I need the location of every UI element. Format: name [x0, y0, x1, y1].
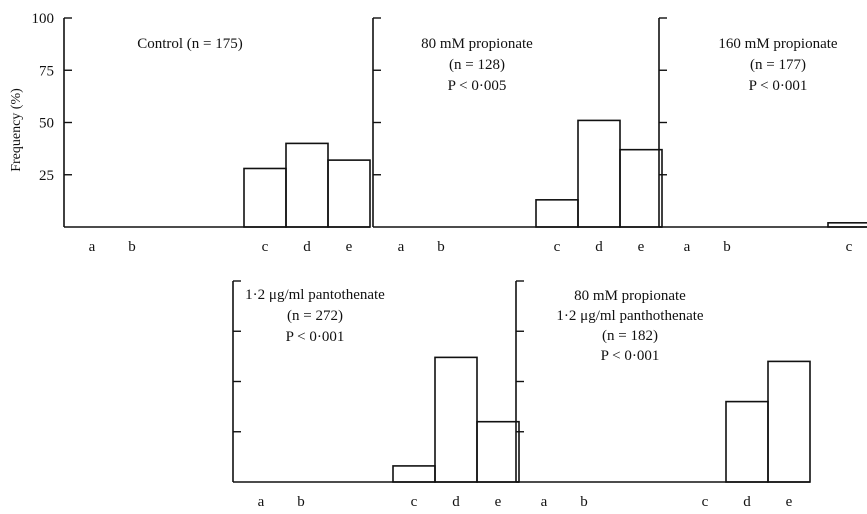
x-tick-label-b: b: [723, 239, 731, 255]
bar-d: [285, 142, 329, 228]
panel-title-line: P < 0·001: [601, 348, 660, 364]
x-tick-label-d: d: [743, 494, 751, 510]
bar-d: [725, 400, 769, 483]
x-tick-label-b: b: [580, 494, 588, 510]
x-tick-label-a: a: [684, 239, 691, 255]
panel-title-line: 1·2 μg/ml pantothenate: [245, 287, 385, 303]
x-tick-label-d: d: [452, 494, 460, 510]
panel-title-line: (n = 177): [750, 57, 806, 73]
bar-e: [767, 360, 811, 483]
x-tick-label-a: a: [398, 239, 405, 255]
panel-title-line: P < 0·005: [448, 78, 507, 94]
panel-title-line: (n = 128): [449, 57, 505, 73]
bar-d: [577, 119, 621, 228]
panel-4: a b c d e 1·2 μg/ml pantothenate (n = 272) P < …: [232, 280, 520, 510]
x-tick-label-e: e: [346, 239, 353, 255]
x-tick-label-d: d: [303, 239, 311, 255]
panels: 100 75 50 25 a b c d e Control (n = 175) a b c d e 80 m…: [32, 11, 867, 510]
x-tick-label-c: c: [554, 239, 561, 255]
x-tick-label-d: d: [595, 239, 603, 255]
bar-c: [392, 465, 436, 483]
y-axis-label: Frequency (%): [9, 88, 24, 172]
bar-e: [619, 148, 663, 228]
panel-title-line: 1·2 μg/ml panthothenate: [556, 308, 704, 324]
panel-3: abcde160 mM propionate(n = 177)P < 0·001: [658, 17, 867, 255]
panel-title-line: Control (n = 175): [137, 36, 243, 52]
x-tick-label-b: b: [437, 239, 445, 255]
y-tick-label: 75: [39, 63, 54, 79]
bar-e: [476, 420, 520, 483]
panel-title-line: (n = 272): [287, 308, 343, 324]
bar-c: [535, 199, 579, 228]
y-tick-label: 25: [39, 168, 54, 184]
x-tick-label-a: a: [541, 494, 548, 510]
x-tick-label-c: c: [411, 494, 418, 510]
panel-title-line: (n = 182): [602, 328, 658, 344]
x-tick-label-c: c: [846, 239, 853, 255]
x-tick-label-b: b: [297, 494, 305, 510]
panel-5: a b c d e 80 mM propionate 1·2 μg/ml panthothe…: [515, 280, 811, 510]
panel-title-line: P < 0·001: [286, 329, 345, 345]
panel-title-line: P < 0·001: [749, 78, 808, 94]
bar-e: [327, 159, 371, 228]
panel-title-line: 80 mM propionate: [421, 36, 533, 52]
y-tick-label: 50: [39, 116, 54, 132]
x-tick-label-e: e: [638, 239, 645, 255]
x-tick-label-a: a: [89, 239, 96, 255]
bar-c: [243, 167, 287, 228]
x-tick-label-a: a: [258, 494, 265, 510]
x-tick-label-b: b: [128, 239, 136, 255]
x-tick-label-e: e: [495, 494, 502, 510]
bar-c: [827, 222, 867, 228]
bar-d: [434, 356, 478, 483]
x-tick-label-c: c: [702, 494, 709, 510]
y-tick-label: 100: [32, 11, 55, 27]
panel-1: 100 75 50 25 a b c d e Control (n = 175): [32, 11, 371, 255]
x-tick-label-e: e: [786, 494, 793, 510]
panel-title-line: 160 mM propionate: [718, 36, 837, 52]
panel-2: a b c d e 80 mM propionate (n = 128) P < 0·005: [372, 17, 663, 255]
panel-title-line: 80 mM propionate: [574, 288, 686, 304]
x-tick-label-c: c: [262, 239, 269, 255]
